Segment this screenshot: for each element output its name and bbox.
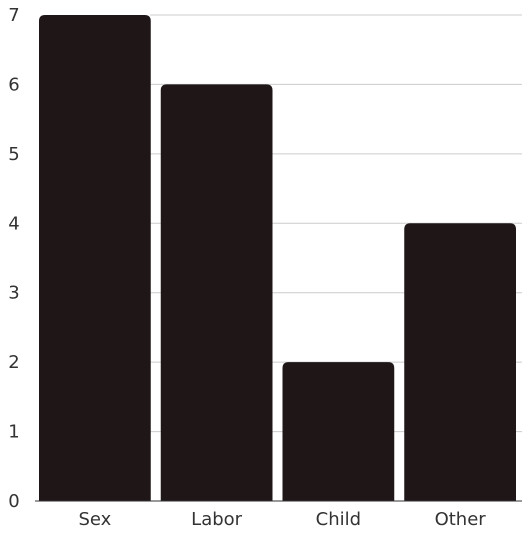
bar-labor [160, 84, 273, 501]
y-axis: 0 1 2 3 4 5 6 7 [8, 5, 19, 512]
y-tick-label-5: 5 [8, 144, 19, 165]
bar-other [404, 223, 516, 502]
y-tick-label-6: 6 [8, 74, 19, 95]
y-tick-label-7: 7 [8, 5, 19, 26]
bar-sex [39, 15, 151, 501]
y-tick-label-1: 1 [8, 422, 19, 443]
bars [39, 15, 516, 502]
y-tick-label-3: 3 [8, 283, 19, 304]
x-tick-label-child: Child [316, 509, 361, 530]
x-axis: Sex Labor Child Other [35, 500, 522, 530]
bar-child [282, 362, 395, 501]
y-tick-label-2: 2 [8, 352, 19, 373]
y-tick-label-0: 0 [8, 491, 19, 512]
y-tick-label-4: 4 [8, 213, 19, 234]
x-tick-label-labor: Labor [191, 509, 242, 530]
x-tick-label-other: Other [435, 509, 487, 530]
x-tick-label-sex: Sex [78, 509, 111, 530]
